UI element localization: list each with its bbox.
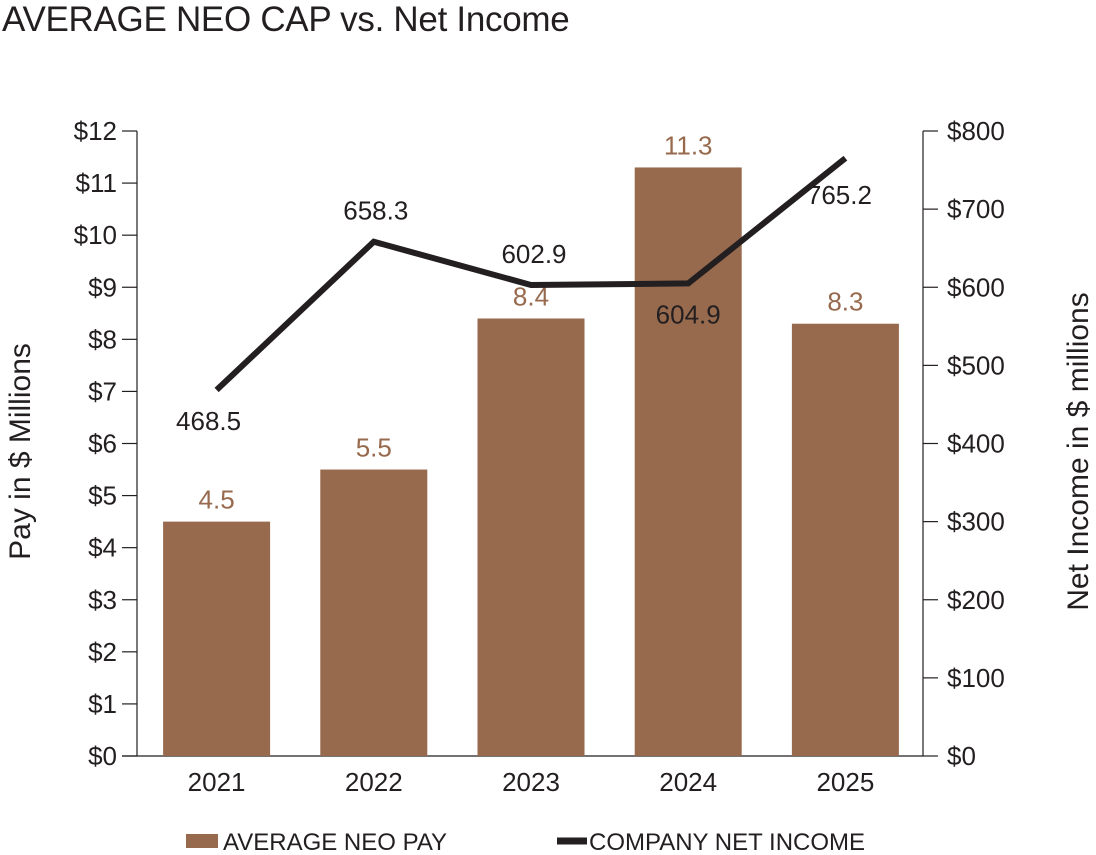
bar-2025 xyxy=(791,323,899,756)
right-axis-title: Net Income in $ millions xyxy=(1062,292,1095,610)
left-axis-tick-label: $3 xyxy=(88,585,117,615)
bar-value-label: 4.5 xyxy=(199,485,235,515)
bar-2022 xyxy=(320,469,428,756)
left-axis-tick-label: $12 xyxy=(74,116,117,146)
bar-value-label: 5.5 xyxy=(356,433,392,463)
right-axis-tick-label: $800 xyxy=(947,116,1005,146)
bar-value-label: 8.3 xyxy=(827,287,863,317)
legend-label-bar: AVERAGE NEO PAY xyxy=(223,829,447,855)
bar-2023 xyxy=(477,318,585,756)
line-value-label: 658.3 xyxy=(343,196,408,226)
x-axis-tick-label: 2025 xyxy=(816,767,874,797)
right-axis-tick-label: $300 xyxy=(947,507,1005,537)
right-axis-tick-label: $600 xyxy=(947,272,1005,302)
left-axis-tick-label: $0 xyxy=(88,741,117,771)
bar-2024 xyxy=(634,167,742,757)
left-axis-title: Pay in $ Millions xyxy=(4,343,37,560)
line-value-label: 468.5 xyxy=(176,406,241,436)
legend-label-line: COMPANY NET INCOME xyxy=(589,829,865,855)
x-axis-tick-label: 2021 xyxy=(188,767,246,797)
left-axis-tick-label: $4 xyxy=(88,533,117,563)
bar-2021 xyxy=(163,521,271,756)
left-axis-tick-label: $10 xyxy=(74,220,117,250)
left-axis-tick-label: $11 xyxy=(76,168,117,198)
left-axis-tick-label: $9 xyxy=(88,272,117,302)
line-value-label: 602.9 xyxy=(501,239,566,269)
chart-title: AVERAGE NEO CAP vs. Net Income xyxy=(2,0,570,39)
x-axis-tick-label: 2022 xyxy=(345,767,403,797)
left-axis-tick-label: $6 xyxy=(88,429,117,459)
left-axis-tick-label: $5 xyxy=(88,481,117,511)
line-value-label: 604.9 xyxy=(656,299,721,329)
right-axis-tick-label: $500 xyxy=(947,350,1005,380)
right-axis-tick-label: $400 xyxy=(947,429,1005,459)
left-axis-tick-label: $1 xyxy=(88,689,117,719)
left-axis-tick-label: $8 xyxy=(88,324,117,354)
right-axis-tick-label: $100 xyxy=(947,663,1005,693)
left-axis-tick-label: $7 xyxy=(88,376,117,406)
left-axis-tick-label: $2 xyxy=(88,637,117,667)
x-axis-tick-label: 2024 xyxy=(659,767,717,797)
right-axis-tick-label: $0 xyxy=(947,741,976,771)
x-axis-tick-label: 2023 xyxy=(502,767,560,797)
legend-swatch-bar xyxy=(186,834,218,848)
right-axis-tick-label: $700 xyxy=(947,194,1005,224)
right-axis-tick-label: $200 xyxy=(947,585,1005,615)
line-value-label: 765.2 xyxy=(807,180,872,210)
bar-value-label: 11.3 xyxy=(664,130,713,160)
